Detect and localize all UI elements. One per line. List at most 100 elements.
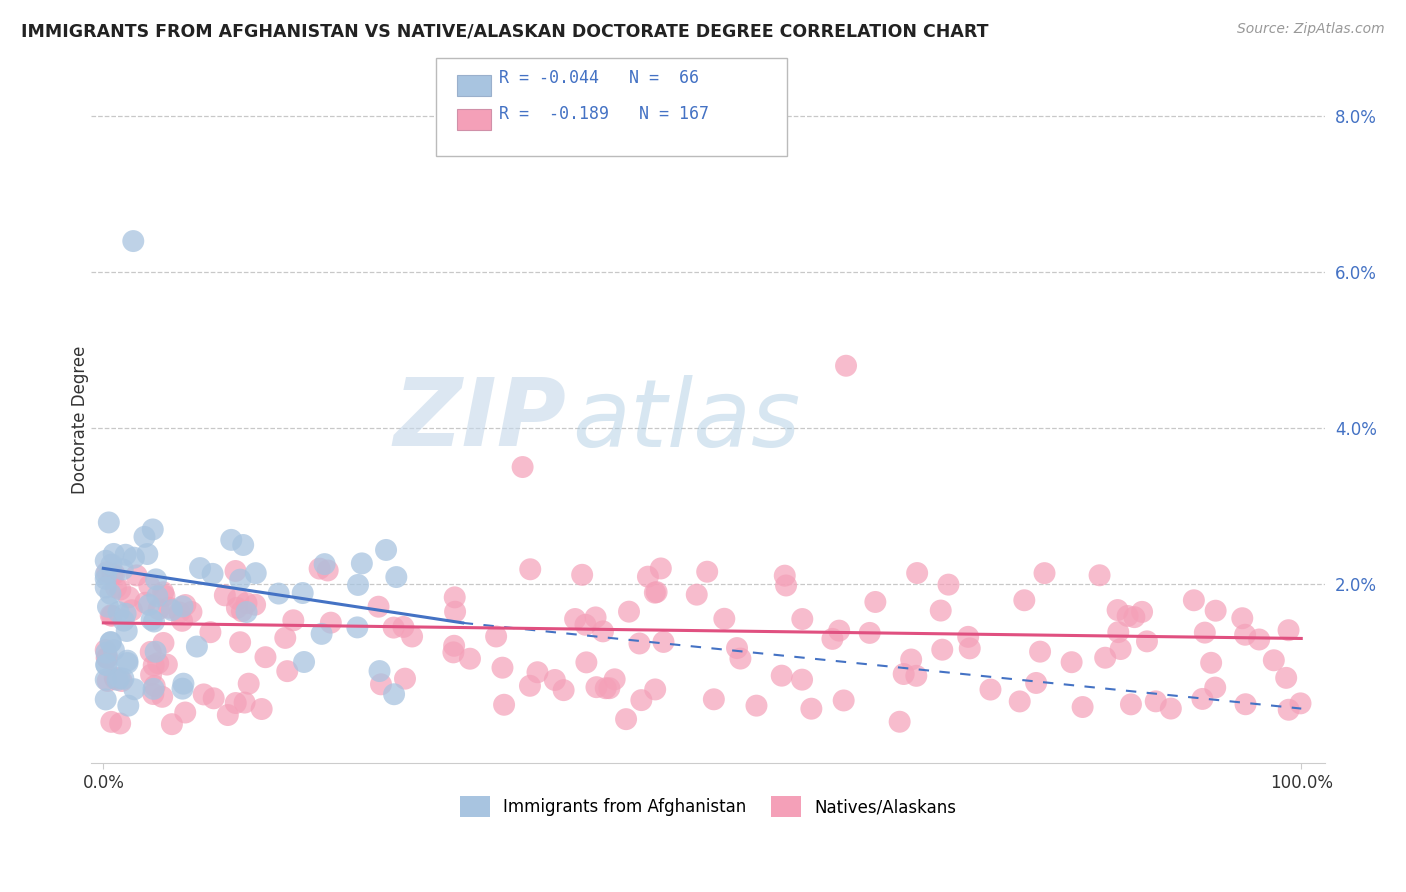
Point (1060, 655, 1083, 669)
Point (94, 572, 117, 586)
Point (193, 687, 215, 701)
Point (125, 568, 148, 582)
Point (104, 672, 127, 686)
Point (696, 565, 718, 579)
Point (1071, 700, 1094, 714)
Point (97, 516, 120, 530)
Point (443, 639, 465, 653)
Point (100, 587, 122, 601)
Point (117, 698, 139, 713)
Point (821, 632, 844, 646)
Point (893, 667, 915, 681)
Text: atlas: atlas (572, 375, 801, 466)
Point (614, 712, 637, 726)
Point (929, 603, 952, 617)
Point (110, 582, 132, 597)
Point (142, 658, 165, 673)
Point (1182, 593, 1205, 607)
Point (1119, 698, 1142, 712)
Point (443, 591, 465, 605)
Point (134, 530, 156, 544)
Point (652, 635, 675, 649)
Point (319, 615, 342, 630)
Point (219, 533, 242, 547)
Point (1278, 703, 1301, 717)
Point (174, 706, 197, 720)
Point (141, 613, 163, 627)
Point (314, 557, 336, 571)
Point (1263, 653, 1285, 667)
Point (103, 547, 125, 561)
Point (1107, 603, 1129, 617)
Point (117, 656, 139, 670)
Point (730, 651, 752, 665)
Point (1275, 671, 1298, 685)
Point (595, 681, 617, 696)
Point (115, 624, 138, 638)
Point (792, 612, 814, 626)
Point (229, 573, 252, 587)
Point (186, 640, 208, 654)
Point (1194, 625, 1216, 640)
Point (394, 672, 416, 686)
Point (172, 614, 194, 628)
Point (1029, 645, 1052, 659)
Point (238, 676, 260, 690)
Point (200, 625, 222, 640)
Point (628, 636, 651, 650)
Point (104, 581, 127, 595)
Point (142, 523, 165, 537)
Point (1249, 632, 1271, 647)
Point (770, 668, 793, 682)
Point (172, 681, 194, 696)
Point (1014, 593, 1036, 607)
Point (143, 679, 166, 693)
Point (1205, 604, 1227, 618)
Point (96, 657, 118, 672)
Point (385, 570, 408, 584)
Point (1191, 692, 1213, 706)
Point (226, 592, 249, 607)
Point (575, 656, 598, 670)
Point (773, 568, 796, 582)
Point (100, 558, 122, 572)
Point (139, 645, 162, 659)
Point (267, 586, 290, 600)
Point (603, 673, 626, 687)
Point (172, 599, 194, 614)
Point (367, 599, 389, 614)
Point (121, 603, 143, 617)
Point (112, 614, 135, 628)
Point (1234, 628, 1257, 642)
Y-axis label: Doctorate Degree: Doctorate Degree (72, 346, 89, 494)
Point (94, 643, 117, 657)
Point (139, 667, 162, 681)
Point (790, 673, 813, 687)
Point (1144, 694, 1167, 708)
Point (232, 538, 254, 552)
Point (1136, 634, 1159, 648)
Point (859, 626, 882, 640)
Point (97, 599, 120, 614)
Point (94, 567, 117, 582)
Point (375, 543, 398, 558)
Point (235, 605, 257, 619)
Point (217, 708, 239, 723)
Point (725, 641, 748, 656)
Point (138, 598, 160, 612)
Point (103, 643, 125, 657)
Point (512, 460, 534, 475)
Point (1094, 650, 1116, 665)
Point (645, 585, 668, 599)
Point (574, 617, 596, 632)
Point (564, 612, 586, 626)
Point (1025, 676, 1047, 690)
Point (250, 702, 273, 716)
Point (526, 665, 548, 680)
Point (122, 550, 145, 565)
Point (111, 673, 134, 688)
Point (157, 600, 180, 615)
Point (111, 562, 134, 576)
Point (745, 698, 768, 713)
Point (142, 681, 165, 696)
